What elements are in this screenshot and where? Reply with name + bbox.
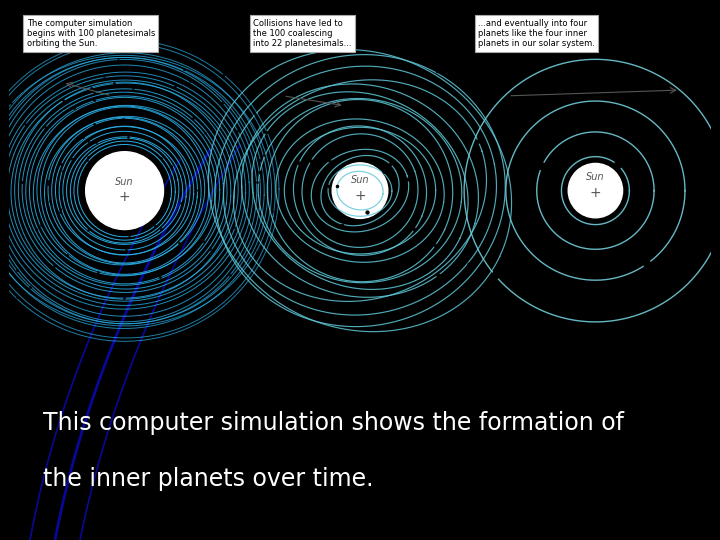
Text: Collisions have led to
the 100 coalescing
into 22 planetesimals...: Collisions have led to the 100 coalescin… — [253, 18, 351, 49]
Text: Sun: Sun — [351, 174, 369, 185]
Text: +: + — [354, 189, 366, 203]
Text: The computer simulation
begins with 100 planetesimals
orbiting the Sun.: The computer simulation begins with 100 … — [27, 18, 155, 49]
Circle shape — [86, 152, 163, 230]
Circle shape — [568, 164, 623, 218]
Text: c: c — [481, 336, 488, 349]
Text: Sun: Sun — [586, 172, 605, 182]
Circle shape — [332, 163, 388, 218]
Text: b: b — [246, 336, 254, 349]
Text: This computer simulation shows the formation of: This computer simulation shows the forma… — [43, 411, 624, 435]
Text: +: + — [119, 190, 130, 204]
Text: Sun: Sun — [115, 177, 134, 187]
Text: +: + — [590, 186, 601, 200]
Text: the inner planets over time.: the inner planets over time. — [43, 468, 374, 491]
Text: a: a — [17, 336, 24, 349]
Text: ...and eventually into four
planets like the four inner
planets in our solar sys: ...and eventually into four planets like… — [478, 18, 595, 49]
